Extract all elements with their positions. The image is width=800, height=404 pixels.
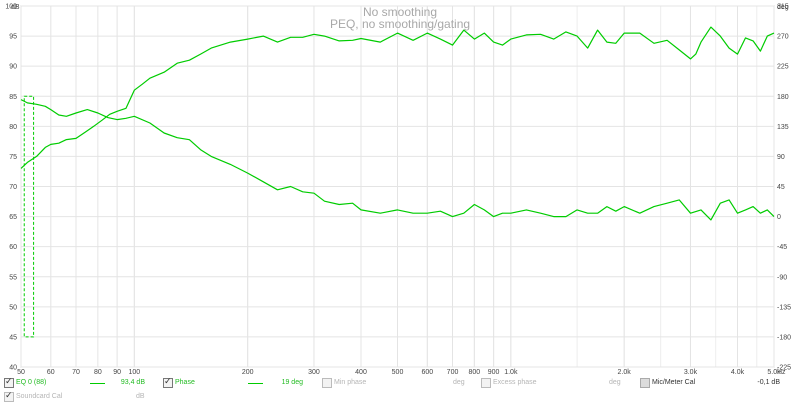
eq-swatch [90, 383, 105, 384]
y2-tick-label: -90 [777, 274, 787, 281]
x-tick-label: 80 [94, 369, 102, 374]
x-axis: 50 60 70 80 90 100 200 300 400 500 600 700 800 900 1,0… [17, 369, 781, 374]
y-axis-left: 100 95 90 85 80 75 70 65 60 55 50 45 40 [5, 4, 17, 372]
y2-tick-label: 180 [777, 94, 789, 101]
y-tick-label: 90 [9, 64, 17, 71]
y-tick-label: 95 [9, 34, 17, 41]
x-tick-label: 90 [113, 369, 121, 374]
x-axis-unit: Hz [777, 369, 786, 374]
eq-magnitude-line [20, 26, 775, 169]
phase-label: Phase [175, 379, 195, 386]
x-tick-label: 4,0k [731, 369, 745, 374]
y2-tick-label: 90 [777, 154, 785, 161]
x-tick-label: 70 [72, 369, 80, 374]
soundcard-cal-label: Soundcard Cal [16, 393, 63, 400]
phase-value: 19 deg [281, 379, 303, 386]
y-tick-label: 75 [9, 154, 17, 161]
soundcard-cal-unit: dB [136, 393, 145, 400]
x-tick-label: 5,0k [767, 369, 781, 374]
x-tick-label: 400 [355, 369, 367, 374]
y-tick-label: 100 [5, 4, 17, 11]
eq-value: 93,4 dB [120, 379, 145, 386]
y-tick-label: 50 [9, 304, 17, 311]
x-tick-label: 200 [242, 369, 254, 374]
min-phase-label: Min phase [334, 379, 367, 386]
y-tick-label: 70 [9, 184, 17, 191]
y-tick-label: 85 [9, 94, 17, 101]
x-tick-label: 100 [128, 369, 140, 374]
phase-checkbox[interactable] [163, 376, 173, 388]
excess-phase-label: Excess phase [493, 379, 537, 386]
min-phase-checkbox[interactable] [322, 378, 332, 388]
x-tick-label: 2,0k [618, 369, 632, 374]
chart-title: No smoothing [363, 5, 437, 19]
y2-tick-label: 45 [777, 184, 785, 191]
mic-cal-label: Mic/Meter Cal [652, 379, 696, 386]
legend-panel: EQ 0 (88) 93,4 dB Phase 19 deg Min phase… [0, 374, 800, 404]
x-tick-label: 1,0k [504, 369, 518, 374]
y2-tick-label: 315 [777, 4, 789, 11]
y2-tick-label: 135 [777, 124, 789, 131]
grid [20, 5, 775, 368]
x-tick-label: 500 [392, 369, 404, 374]
y-tick-label: 40 [9, 365, 17, 372]
y2-tick-label: -45 [777, 244, 787, 251]
y2-tick-label: 225 [777, 64, 789, 71]
y2-tick-label: 0 [777, 214, 781, 221]
x-tick-label: 3,0k [684, 369, 698, 374]
min-phase-unit: deg [453, 379, 465, 386]
x-tick-label: 800 [469, 369, 481, 374]
phase-line [20, 99, 775, 221]
excess-phase-unit: deg [609, 379, 621, 386]
frequency-response-chart: 100 95 90 85 80 75 70 65 60 55 50 45 40 315 270 225 180… [5, 4, 791, 375]
y-tick-label: 45 [9, 334, 17, 341]
series-group [20, 26, 775, 338]
y-tick-label: 80 [9, 124, 17, 131]
y-axis-unit: dB [11, 4, 20, 11]
y-axis-right: 315 270 225 180 135 90 45 0 -45 -90 -135 -180 -225 [777, 4, 791, 372]
y2-axis-unit: deg [777, 4, 789, 11]
mic-cal-value: -0,1 dB [757, 379, 780, 386]
soundcard-cal-checkbox[interactable] [4, 390, 14, 402]
phase-swatch [248, 383, 263, 384]
x-tick-label: 50 [17, 369, 25, 374]
x-tick-label: 700 [447, 369, 459, 374]
eq-label: EQ 0 (88) [16, 379, 47, 386]
y2-tick-label: 270 [777, 34, 789, 41]
x-tick-label: 600 [421, 369, 433, 374]
x-tick-label: 300 [308, 369, 320, 374]
chart-subtitle: PEQ, no smoothing/gating [330, 17, 470, 31]
legend-row-2: Soundcard Cal dB [0, 390, 800, 404]
y2-tick-label: -180 [777, 334, 791, 341]
eq-checkbox[interactable] [4, 376, 14, 388]
y-tick-label: 65 [9, 214, 17, 221]
excess-phase-checkbox[interactable] [481, 378, 491, 388]
y-tick-label: 55 [9, 274, 17, 281]
y2-tick-label: -135 [777, 304, 791, 311]
y-tick-label: 60 [9, 244, 17, 251]
x-tick-label: 900 [488, 369, 500, 374]
mic-cal-checkbox[interactable] [640, 378, 650, 388]
y2-tick-label: -225 [777, 365, 791, 372]
legend-row-1: EQ 0 (88) 93,4 dB Phase 19 deg Min phase… [0, 376, 800, 390]
x-tick-label: 60 [47, 369, 55, 374]
